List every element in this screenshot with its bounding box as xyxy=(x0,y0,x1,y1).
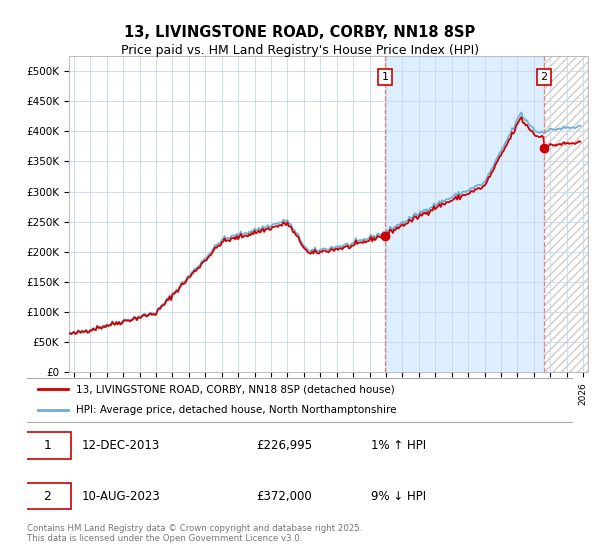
Text: £372,000: £372,000 xyxy=(256,489,312,503)
FancyBboxPatch shape xyxy=(24,432,71,459)
FancyBboxPatch shape xyxy=(24,378,575,422)
Bar xyxy=(385,56,544,372)
Text: 9% ↓ HPI: 9% ↓ HPI xyxy=(371,489,426,503)
Text: 1% ↑ HPI: 1% ↑ HPI xyxy=(371,439,426,452)
Text: 1: 1 xyxy=(43,439,51,452)
FancyBboxPatch shape xyxy=(24,483,71,510)
Bar xyxy=(544,56,588,372)
Text: 2: 2 xyxy=(541,72,548,82)
Text: 13, LIVINGSTONE ROAD, CORBY, NN18 8SP: 13, LIVINGSTONE ROAD, CORBY, NN18 8SP xyxy=(124,25,476,40)
Text: HPI: Average price, detached house, North Northamptonshire: HPI: Average price, detached house, Nort… xyxy=(76,405,397,416)
Text: Contains HM Land Registry data © Crown copyright and database right 2025.
This d: Contains HM Land Registry data © Crown c… xyxy=(27,524,362,543)
Bar xyxy=(544,56,588,372)
Text: 13, LIVINGSTONE ROAD, CORBY, NN18 8SP (detached house): 13, LIVINGSTONE ROAD, CORBY, NN18 8SP (d… xyxy=(76,384,395,394)
Text: Price paid vs. HM Land Registry's House Price Index (HPI): Price paid vs. HM Land Registry's House … xyxy=(121,44,479,57)
Text: 2: 2 xyxy=(43,489,51,503)
Text: 12-DEC-2013: 12-DEC-2013 xyxy=(82,439,160,452)
Text: 1: 1 xyxy=(382,72,389,82)
Text: £226,995: £226,995 xyxy=(256,439,313,452)
Text: 10-AUG-2023: 10-AUG-2023 xyxy=(82,489,160,503)
